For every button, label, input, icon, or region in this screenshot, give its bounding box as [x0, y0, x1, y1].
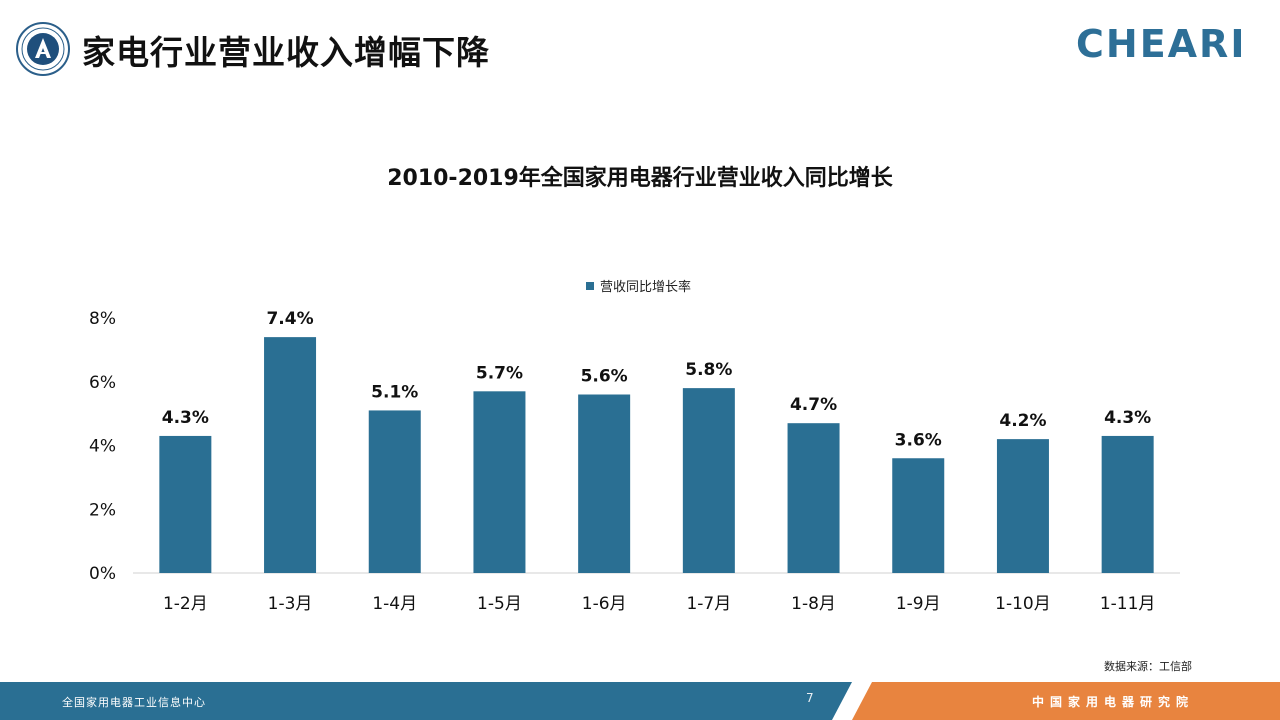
- data-source-note: 数据来源：工信部: [1104, 660, 1192, 673]
- bar: [1101, 435, 1154, 573]
- page-number: 7: [806, 691, 814, 705]
- data-label: 5.6%: [581, 367, 628, 387]
- bar: [578, 394, 631, 573]
- page-title: 家电行业营业收入增幅下降: [82, 33, 490, 72]
- x-tick-label: 1-11月: [1100, 594, 1156, 614]
- x-tick-label: 1-7月: [686, 594, 731, 614]
- data-label: 3.6%: [895, 430, 942, 450]
- legend-label: 营收同比增长率: [600, 280, 692, 295]
- x-tick-label: 1-10月: [995, 594, 1051, 614]
- bar: [473, 391, 526, 573]
- bar: [892, 458, 945, 573]
- data-label: 7.4%: [266, 309, 313, 329]
- data-label: 4.2%: [999, 411, 1046, 431]
- data-label: 4.3%: [162, 408, 209, 428]
- legend-swatch: [586, 281, 594, 290]
- header: 家电行业营业收入增幅下降 CHEARI: [0, 0, 1280, 100]
- y-tick-label: 6%: [89, 373, 116, 393]
- x-tick-label: 1-5月: [477, 594, 522, 614]
- data-label: 5.1%: [371, 382, 418, 402]
- chart-title: 2010-2019年全国家用电器行业营业收入同比增长: [387, 166, 893, 191]
- x-tick-label: 1-8月: [791, 594, 836, 614]
- footer-band: [0, 682, 1280, 720]
- y-tick-label: 8%: [89, 309, 116, 329]
- bar: [368, 410, 421, 573]
- y-tick-label: 4%: [89, 437, 116, 457]
- chart-legend: 营收同比增长率: [586, 276, 691, 295]
- x-tick-label: 1-6月: [582, 594, 627, 614]
- data-label: 5.8%: [685, 360, 732, 380]
- bar: [787, 423, 840, 573]
- x-tick-label: 1-4月: [372, 594, 417, 614]
- institute-seal-logo: [16, 22, 70, 76]
- footer-right-text: 中国家用电器研究院: [1032, 695, 1195, 709]
- data-label: 4.3%: [1104, 408, 1151, 428]
- bar: [682, 388, 735, 573]
- bar: [159, 435, 212, 573]
- data-label: 5.7%: [476, 363, 523, 383]
- y-tick-label: 0%: [89, 564, 116, 584]
- x-tick-label: 1-2月: [163, 594, 208, 614]
- x-tick-label: 1-9月: [896, 594, 941, 614]
- footer-left-text: 全国家用电器工业信息中心: [62, 696, 206, 709]
- y-tick-label: 2%: [89, 500, 116, 520]
- brand-logo: CHEARI: [1076, 22, 1247, 66]
- bar: [264, 337, 317, 573]
- bar: [996, 439, 1049, 573]
- data-label: 4.7%: [790, 395, 837, 415]
- x-tick-label: 1-3月: [268, 594, 313, 614]
